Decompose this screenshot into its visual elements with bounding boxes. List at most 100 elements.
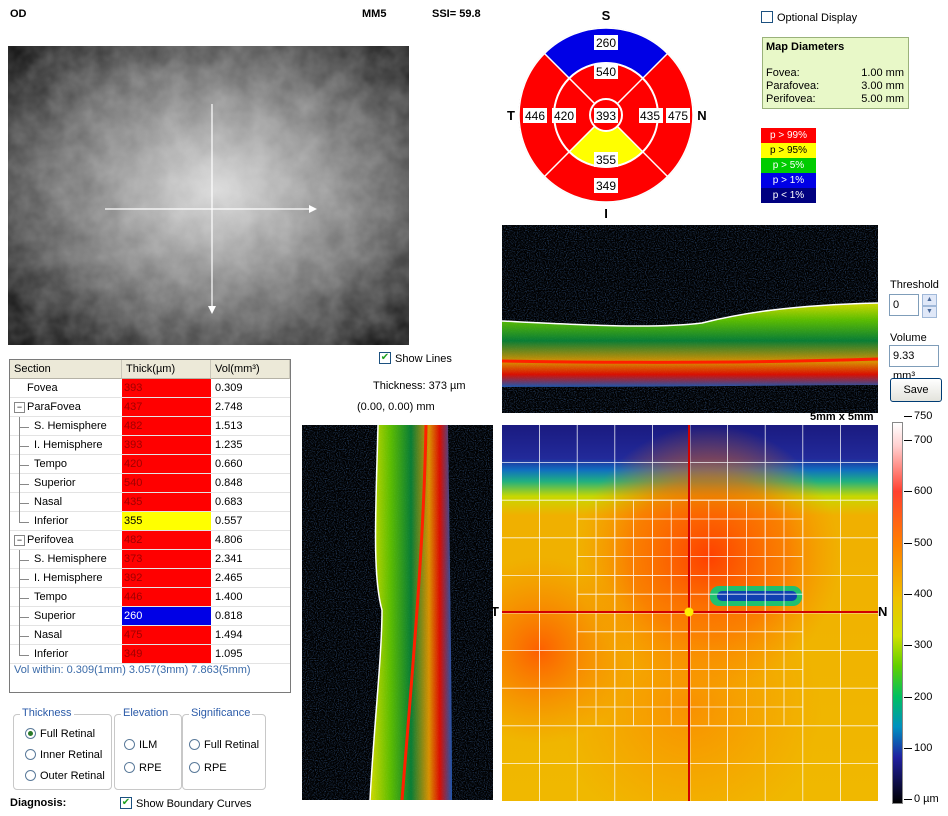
collapse-icon[interactable]: − [14,535,25,546]
row-volume-cell: 2.465 [215,572,243,584]
save-button[interactable]: Save [890,378,942,402]
etdrs-inner-superior: 540 [596,65,616,79]
table-row[interactable]: Superior 540 0.848 [10,474,290,493]
row-volume-cell: 0.818 [215,610,243,622]
row-thickness-cell: 435 [122,493,211,511]
table-row[interactable]: Superior 260 0.818 [10,607,290,626]
tree-connector [19,493,29,504]
vol-within-text: Vol within: 0.309(1mm) 3.057(3mm) 7.863(… [14,664,251,676]
col-header-section[interactable]: Section [10,360,122,379]
radio-significance-rpe[interactable] [189,762,200,773]
table-row[interactable]: Nasal 435 0.683 [10,493,290,512]
perifovea-diameter-label: Perifovea: [766,93,816,105]
tree-connector [19,503,21,512]
radio-thickness-full-retinal[interactable] [25,728,36,739]
radio-thickness-inner-retinal[interactable] [25,749,36,760]
significance-groupbox: Significance [182,707,266,790]
row-thickness-cell: 540 [122,474,211,492]
radio-thickness-outer-retinal[interactable] [25,770,36,781]
fundus-image[interactable] [8,46,409,345]
parafovea-diameter-label: Parafovea: [766,80,820,92]
table-row[interactable]: Nasal 475 1.494 [10,626,290,645]
row-section-cell: Fovea [10,379,122,398]
optional-display-checkbox[interactable] [761,11,773,23]
table-row[interactable]: − Perifovea 482 4.806 [10,531,290,550]
spin-up-icon[interactable]: ▲ [922,294,937,306]
row-volume-cell: 1.095 [215,648,243,660]
thickness-map[interactable] [502,425,878,801]
map-n-label: N [878,604,888,619]
tree-connector [19,455,29,466]
row-thickness-cell: 392 [122,569,211,587]
radio-elevation-ilm[interactable] [124,739,135,750]
tree-connector [19,465,21,474]
tree-connector [19,598,21,607]
table-row[interactable]: I. Hemisphere 393 1.235 [10,436,290,455]
threshold-input[interactable]: 0 [889,294,919,316]
row-volume-cell: 0.309 [215,382,243,394]
row-thickness-cell: 420 [122,455,211,473]
radio-elevation-rpe[interactable] [124,762,135,773]
row-section-label: Superior [34,610,76,622]
row-section-label: S. Hemisphere [34,420,107,432]
row-volume-cell: 1.235 [215,439,243,451]
table-row[interactable]: Fovea 393 0.309 [10,379,290,398]
fundus-crosshair [8,46,409,345]
table-row[interactable]: I. Hemisphere 392 2.465 [10,569,290,588]
scale-tick-label: 700 [914,434,933,446]
row-volume-cell: 0.848 [215,477,243,489]
etdrs-outer-superior: 260 [596,36,616,50]
row-section-cell: S. Hemisphere [10,417,122,436]
ssi-label: SSI= 59.8 [432,8,481,20]
scale-tick-mark [904,440,912,441]
scale-tick-mark [904,543,912,544]
row-section-cell: Tempo [10,455,122,474]
elevation-option-rpe: RPE [139,762,162,774]
tree-connector [19,588,29,599]
tree-connector [19,474,29,485]
etdrs-inner-nasal: 435 [640,109,660,123]
table-row[interactable]: S. Hemisphere 373 2.341 [10,550,290,569]
scale-tick-mark [904,645,912,646]
horizontal-bscan[interactable] [502,225,878,413]
table-row[interactable]: S. Hemisphere 482 1.513 [10,417,290,436]
row-thickness-cell: 482 [122,417,211,435]
thickness-option-full-retinal: Full Retinal [40,728,96,740]
table-row[interactable]: Tempo 420 0.660 [10,455,290,474]
show-boundary-label: Show Boundary Curves [136,798,252,810]
row-thickness-cell: 437 [122,398,211,416]
row-section-cell: Superior [10,607,122,626]
show-lines-checkbox[interactable]: ✔ [379,352,391,364]
radio-significance-full-retinal[interactable] [189,739,200,750]
show-lines-label: Show Lines [395,353,452,365]
table-row[interactable]: − ParaFovea 437 2.748 [10,398,290,417]
table-row[interactable]: Inferior 349 1.095 [10,645,290,664]
etdrs-outer-temporal: 446 [525,109,545,123]
sig-legend-p5: p > 5% [761,158,816,173]
coord-readout: (0.00, 0.00) mm [357,401,435,413]
scale-tick-mark [904,799,912,800]
row-section-cell: I. Hemisphere [10,569,122,588]
etdrs-thickness-grid[interactable]: 260 540 393 355 349 446 420 435 475 S I … [500,6,720,222]
tree-connector [19,484,21,493]
col-header-thick[interactable]: Thick(µm) [122,360,211,379]
tree-connector [19,560,21,569]
row-volume-cell: 1.494 [215,629,243,641]
table-row[interactable]: Tempo 446 1.400 [10,588,290,607]
row-section-label: Tempo [34,591,68,603]
row-section-cell: Nasal [10,626,122,645]
sig-legend-p99: p > 99% [761,128,816,143]
table-row[interactable]: Inferior 355 0.557 [10,512,290,531]
threshold-spinner[interactable]: ▲ ▼ [922,294,937,318]
show-boundary-checkbox[interactable]: ✔ [120,797,132,809]
vertical-bscan[interactable] [302,425,493,800]
row-volume-cell: 4.806 [215,534,243,546]
collapse-icon[interactable]: − [14,402,25,413]
scale-tick-label: 600 [914,485,933,497]
fovea-diameter-label: Fovea: [766,67,800,79]
tree-connector [19,636,21,645]
col-header-vol[interactable]: Vol(mm³) [211,360,290,379]
etdrs-s-label: S [602,8,611,23]
tree-connector [19,569,29,580]
spin-down-icon[interactable]: ▼ [922,306,937,318]
